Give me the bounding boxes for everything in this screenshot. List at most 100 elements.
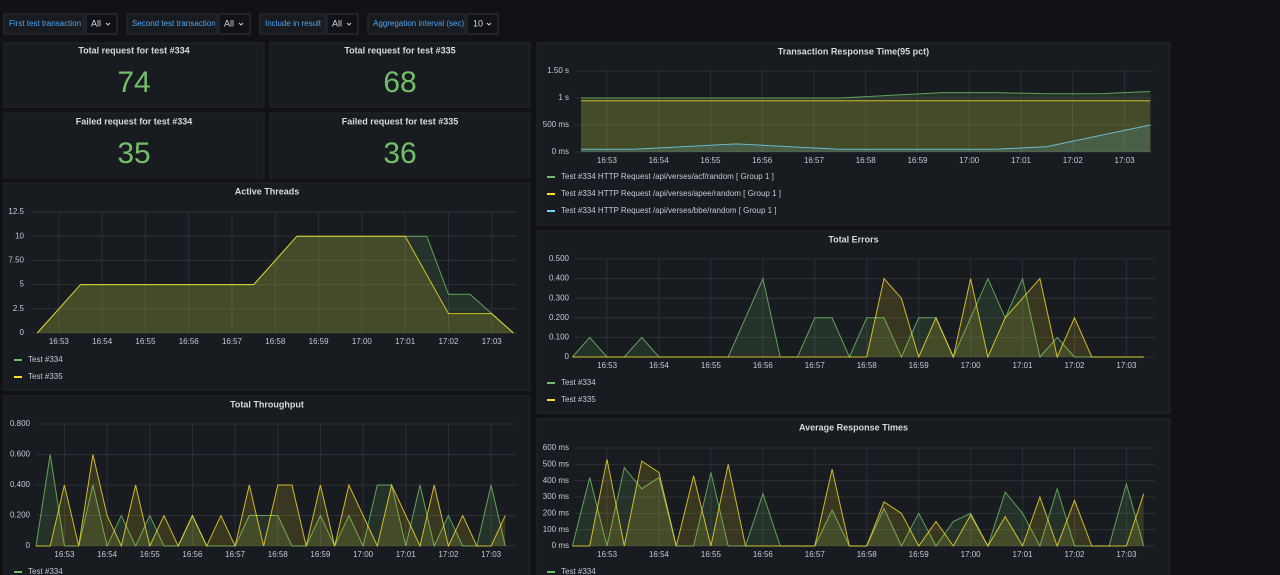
x-tick-label: 17:00: [352, 337, 373, 346]
series-area: [37, 236, 514, 333]
legend-swatch: [547, 210, 555, 212]
variable-label-box: [3, 13, 85, 35]
y-tick-label: 0 ms: [552, 541, 569, 550]
x-tick-label: 16:54: [649, 156, 670, 165]
y-tick-label: 0: [26, 541, 31, 550]
y-tick-label: 500 ms: [543, 459, 569, 468]
stat-title: Total request for test #335: [344, 45, 455, 55]
variable-label-box: [126, 13, 218, 35]
x-tick-label: 17:00: [961, 550, 982, 559]
stat-value: 35: [117, 137, 150, 170]
x-tick-label: 16:54: [649, 361, 670, 370]
y-tick-label: 0.400: [10, 480, 31, 489]
x-tick-label: 16:53: [597, 361, 618, 370]
y-tick-label: 7.50: [8, 256, 24, 265]
y-tick-label: 400 ms: [543, 476, 569, 485]
variable-select[interactable]: [218, 13, 251, 35]
y-tick-label: 0.400: [549, 274, 570, 283]
panel-title: Active Threads: [235, 186, 300, 196]
stat-panels: Total request for test #334 74 Total req…: [3, 42, 531, 179]
y-tick-label: 0: [20, 328, 25, 337]
stat-value: 68: [383, 66, 416, 99]
y-tick-label: 0: [565, 352, 570, 361]
legend-label: Test #335: [561, 395, 596, 404]
x-tick-label: 17:02: [1064, 361, 1085, 370]
x-tick-label: 17:00: [961, 361, 982, 370]
chevron: [486, 22, 492, 26]
variable-label: Aggregation interval (sec): [373, 19, 464, 28]
x-tick-label: 16:55: [140, 550, 161, 559]
stat-panel: [269, 42, 531, 108]
x-tick-label: 17:01: [1013, 550, 1034, 559]
x-tick-label: 16:56: [182, 550, 203, 559]
panel: [536, 230, 1171, 414]
panel-title: Transaction Response Time(95 pct): [778, 46, 929, 56]
x-tick-label: 16:55: [701, 550, 722, 559]
x-tick-label: 16:58: [857, 361, 878, 370]
x-tick-label: 16:56: [179, 337, 200, 346]
panel: [536, 42, 1171, 226]
x-tick-label: 16:58: [857, 550, 878, 559]
x-tick-label: 16:53: [597, 156, 618, 165]
stat-title: Failed request for test #335: [342, 116, 459, 126]
x-tick-label: 17:00: [959, 156, 980, 165]
y-tick-label: 0.800: [10, 419, 31, 428]
x-tick-label: 16:57: [805, 361, 826, 370]
x-tick-label: 16:56: [753, 361, 774, 370]
x-tick-label: 17:02: [1063, 156, 1084, 165]
x-tick-label: 17:02: [438, 337, 459, 346]
variable-value[interactable]: All: [332, 18, 342, 28]
series-line: [581, 91, 1151, 99]
series-line: [572, 459, 1145, 548]
variable-label-box: [367, 13, 466, 35]
legend-swatch: [547, 176, 555, 178]
series-area: [581, 91, 1151, 152]
chevron: [105, 22, 111, 26]
x-tick-label: 17:00: [353, 550, 374, 559]
x-tick-label: 17:02: [438, 550, 459, 559]
y-tick-label: 2.5: [13, 304, 25, 313]
x-tick-label: 17:01: [1011, 156, 1032, 165]
y-tick-label: 0 ms: [552, 147, 569, 156]
series-area: [572, 278, 1144, 357]
x-tick-label: 16:59: [909, 550, 930, 559]
variable-value[interactable]: All: [91, 18, 101, 28]
x-tick-label: 16:58: [265, 337, 286, 346]
x-tick-label: 16:59: [909, 361, 930, 370]
y-tick-label: 1.50 s: [547, 66, 569, 75]
legend-label: Test #334: [561, 378, 596, 387]
x-tick-label: 17:01: [395, 337, 416, 346]
x-tick-label: 17:03: [1116, 550, 1137, 559]
panel-title: Total Errors: [828, 234, 878, 244]
y-tick-label: 0.200: [549, 313, 570, 322]
legend-label: Test #334 HTTP Request /api/verses/acf/r…: [561, 172, 774, 181]
variable-label: Second test transaction: [132, 19, 216, 28]
y-tick-label: 100 ms: [543, 525, 569, 534]
y-tick-label: 5: [20, 280, 25, 289]
x-tick-label: 16:56: [753, 550, 774, 559]
legend-swatch: [14, 359, 22, 361]
y-tick-label: 1 s: [558, 93, 569, 102]
series-area: [572, 278, 1144, 357]
x-tick-label: 17:01: [1013, 361, 1034, 370]
y-tick-label: 0.500: [549, 254, 570, 263]
legend-swatch: [547, 399, 555, 401]
x-tick-label: 17:02: [1064, 550, 1085, 559]
legend-swatch: [547, 382, 555, 384]
variable-bar: First test transaction All Second test t…: [3, 13, 499, 35]
x-tick-label: 16:55: [135, 337, 156, 346]
variable-value[interactable]: All: [224, 18, 234, 28]
y-tick-label: 12.5: [8, 207, 24, 216]
x-tick-label: 17:03: [481, 550, 502, 559]
x-tick-label: 16:55: [700, 156, 721, 165]
variable-select[interactable]: [326, 13, 359, 35]
variable-value[interactable]: 10: [473, 18, 483, 28]
y-tick-label: 300 ms: [543, 492, 569, 501]
variable-select[interactable]: [466, 13, 499, 35]
variable-select[interactable]: [85, 13, 118, 35]
legend-label: Test #334: [28, 355, 63, 364]
x-tick-label: 17:03: [482, 337, 503, 346]
x-tick-label: 16:54: [649, 550, 670, 559]
series-line: [36, 235, 514, 334]
y-tick-label: 600 ms: [543, 443, 569, 452]
